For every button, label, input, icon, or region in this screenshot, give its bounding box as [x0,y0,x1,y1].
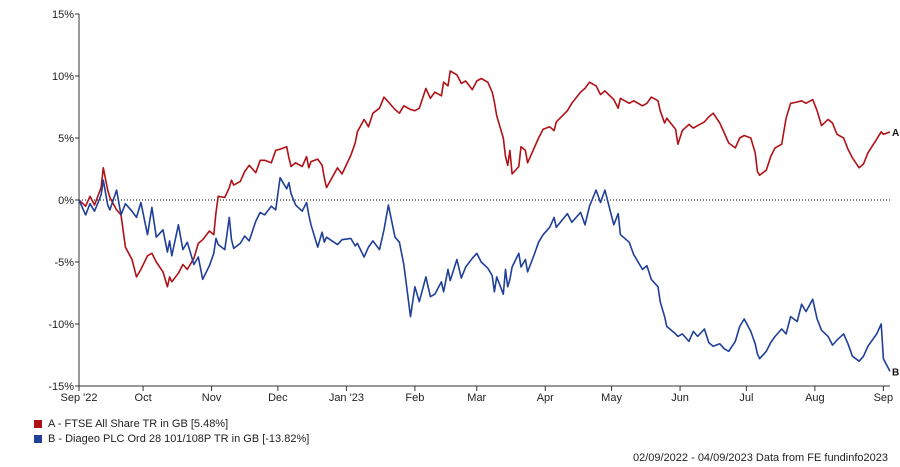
legend-swatch-a [34,419,42,428]
performance-chart: 15% 10% 5% 0% -5% -10% -15%Sep '22 Oct Nov Dec Jan… [48,9,899,404]
series-end-label-b: B [892,367,899,378]
x-tick-label: Feb [405,392,424,404]
chart-legend: A - FTSE All Share TR in GB [5.48%] B - … [34,416,309,446]
y-tick-label: -5% [54,257,74,269]
y-tick-label: 0% [58,195,74,207]
y-tick-label: 10% [52,71,74,83]
series-line-b [78,176,891,372]
x-tick-label: Sep [874,392,894,404]
x-tick-label: Dec [268,392,288,404]
legend-label-b: B - Diageo PLC Ord 28 101/108P TR in GB … [48,432,310,445]
y-tick-label: -10% [48,319,74,331]
chart-axes: 15% 10% 5% 0% -5% -10% -15%Sep '22 Oct Nov Dec Jan… [48,9,893,404]
data-source-footer: 02/09/2022 - 04/09/2023 Data from FE fun… [632,452,888,464]
y-tick-label: -15% [48,381,74,393]
legend-item-a: A - FTSE All Share TR in GB [5.48%] [34,416,309,431]
x-tick-label: Jun [671,392,689,404]
series-layer: AB [78,70,899,378]
series-end-label-a: A [892,128,899,139]
x-tick-label: May [601,392,622,404]
y-tick-label: 5% [58,133,74,145]
y-tick-label: 15% [52,9,74,21]
legend-item-b: B - Diageo PLC Ord 28 101/108P TR in GB … [34,431,309,446]
legend-swatch-b [34,434,42,443]
x-tick-label: Aug [805,392,825,404]
series-line-a [78,70,891,288]
legend-label-a: A - FTSE All Share TR in GB [5.48%] [48,417,229,430]
x-tick-label: Nov [202,392,222,404]
x-tick-label: Jan '23 [329,392,364,404]
x-tick-label: Mar [467,392,486,404]
x-tick-label: Oct [135,392,152,404]
x-tick-label: Apr [537,392,554,404]
x-tick-label: Sep '22 [61,392,98,404]
x-tick-label: Jul [739,392,753,404]
